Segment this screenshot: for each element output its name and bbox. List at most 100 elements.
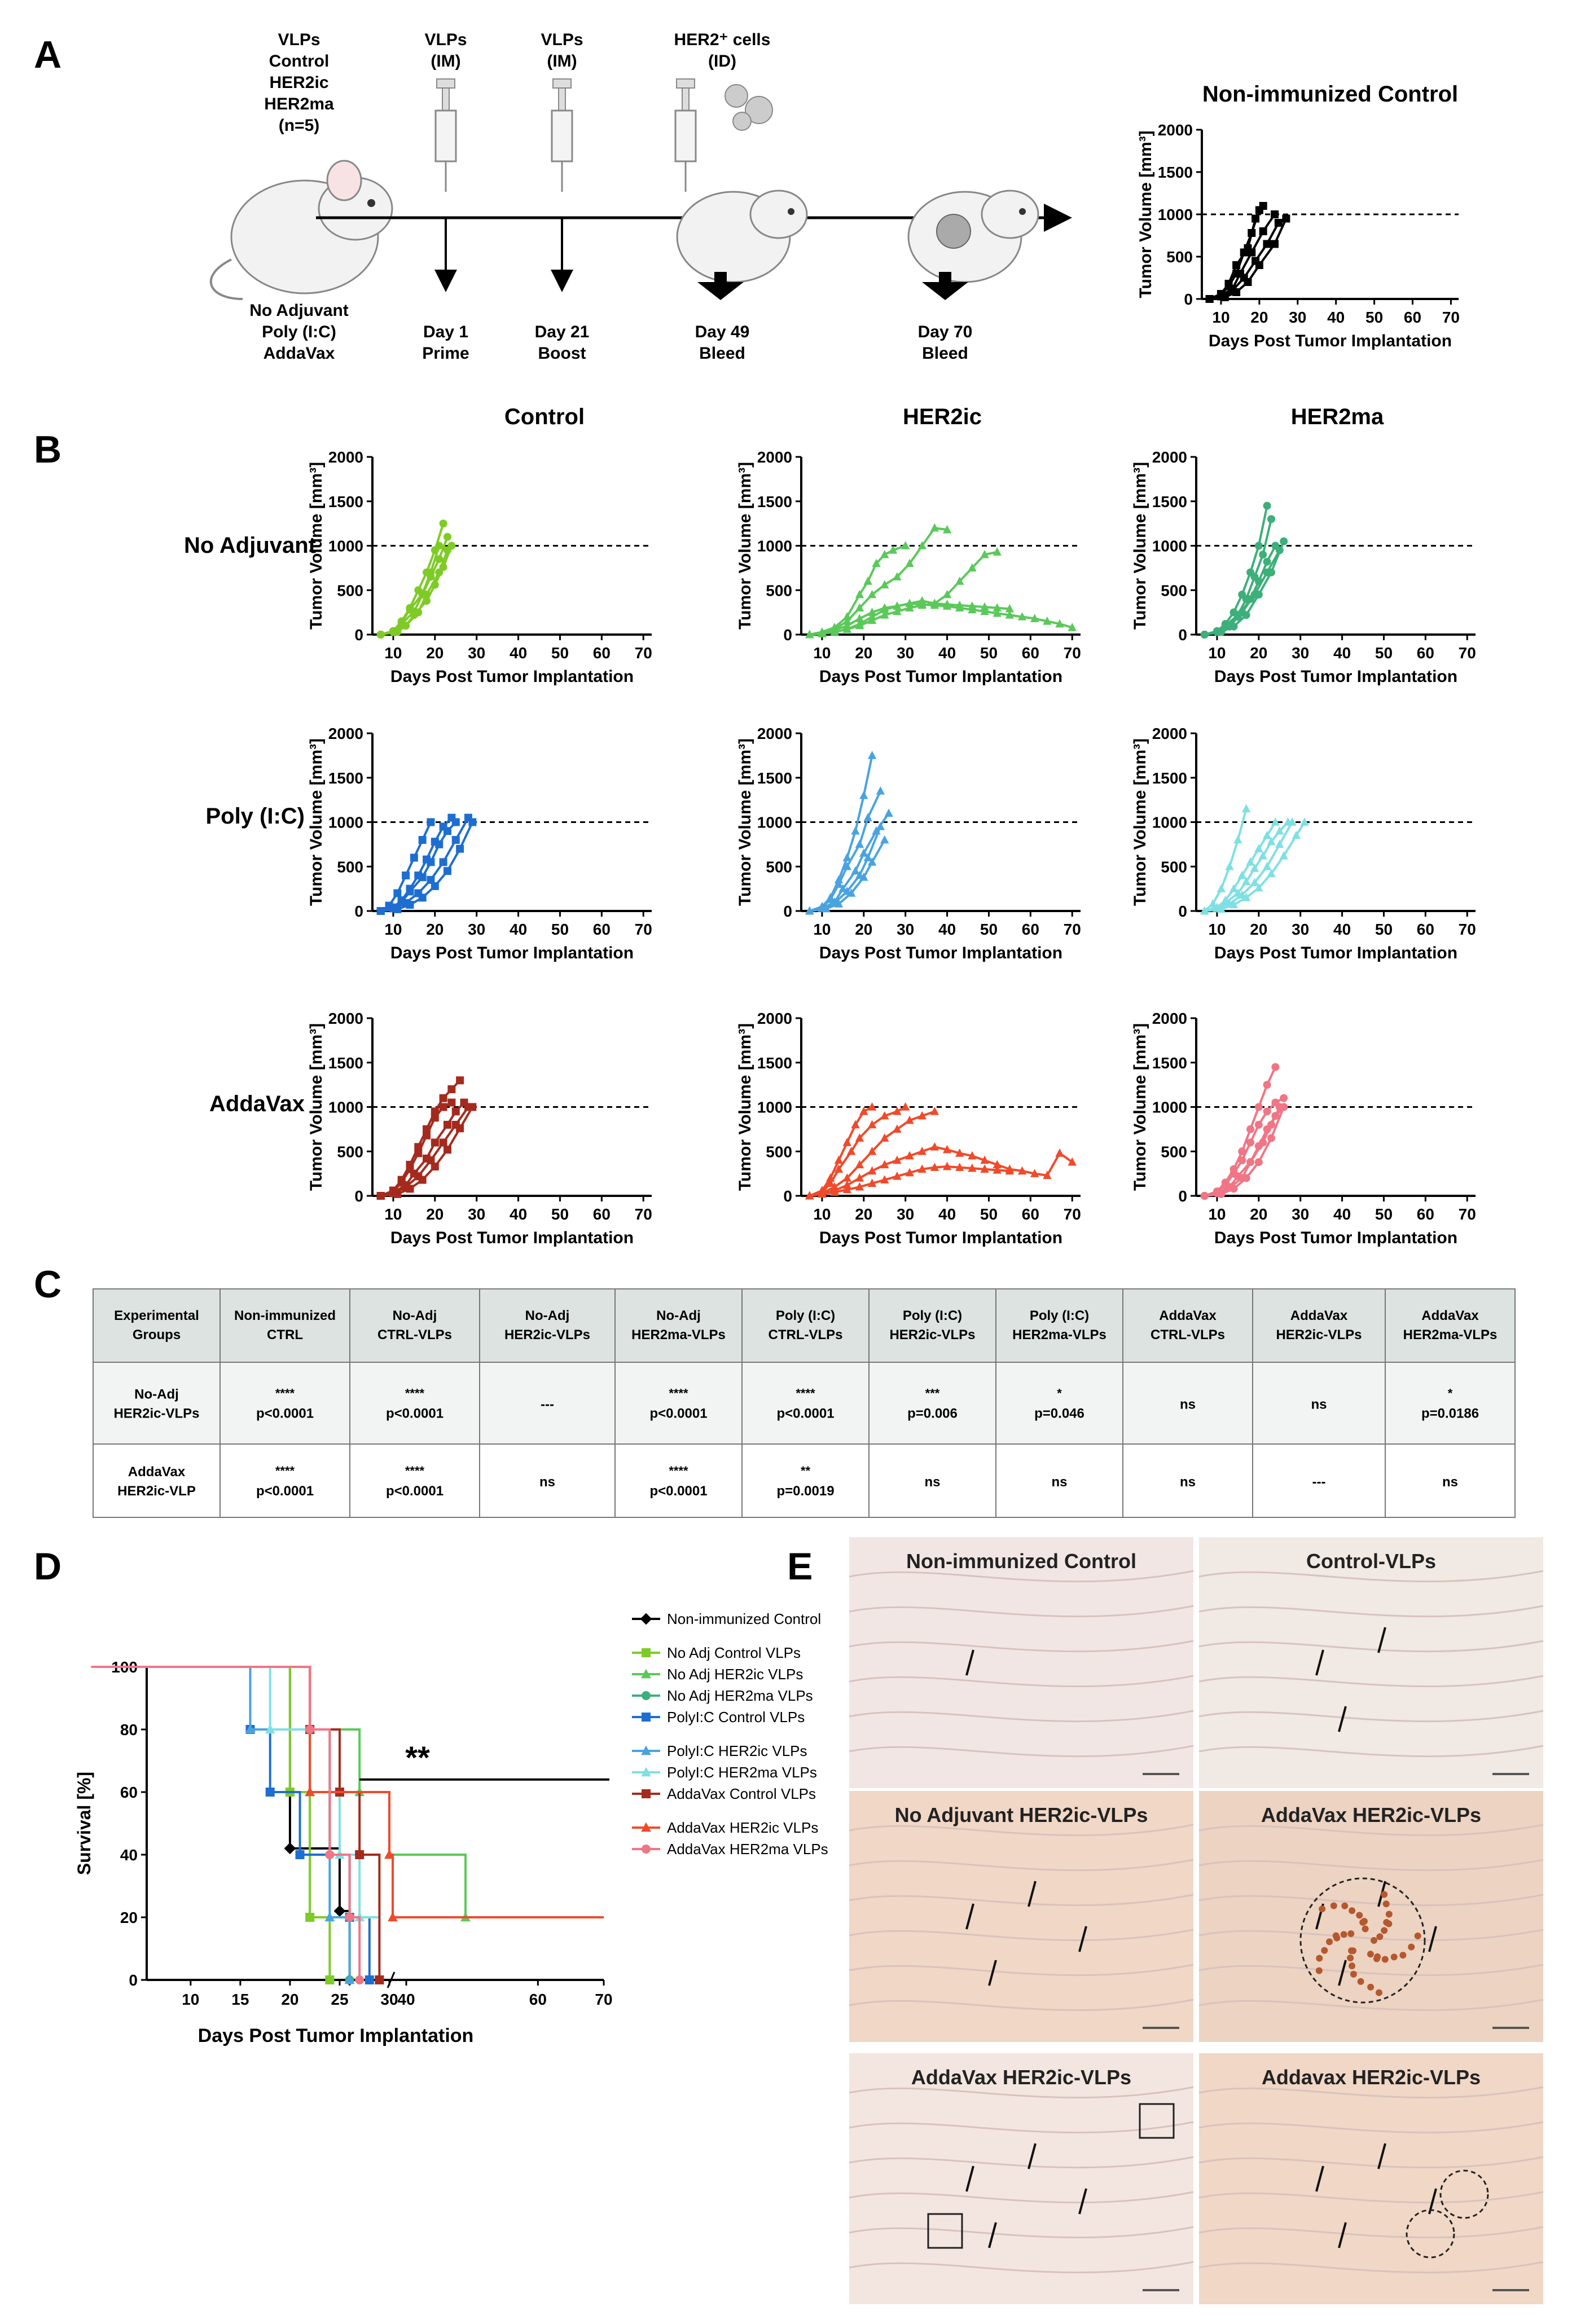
y-axis-label: Survival [%] xyxy=(74,1772,94,1875)
micrograph-title: Control-VLPs xyxy=(1306,1550,1436,1573)
data-point xyxy=(880,1133,889,1142)
data-point xyxy=(917,1146,926,1155)
arrow-icon xyxy=(1377,2143,1386,2169)
survival-point xyxy=(344,1974,355,1984)
tissue-texture xyxy=(849,2086,1194,2099)
data-point xyxy=(834,1164,844,1173)
legend-marker xyxy=(642,1691,651,1700)
table-cell-pvalue: p<0.0001 xyxy=(256,1406,314,1421)
legend-marker xyxy=(642,1648,651,1657)
x-tick-label: 10 xyxy=(1212,309,1230,326)
y-axis-label: Tumor Volume [mm³] xyxy=(736,1023,754,1191)
survival-point xyxy=(325,1850,335,1859)
y-tick-label: 0 xyxy=(1184,290,1193,308)
data-point xyxy=(859,872,868,881)
day-event: Bleed xyxy=(699,344,745,363)
data-point xyxy=(1258,851,1267,860)
data-point xyxy=(1217,1190,1226,1198)
data-point xyxy=(1267,568,1275,576)
data-point xyxy=(456,1076,464,1085)
tissue-texture xyxy=(1198,2121,1544,2134)
stain-spot xyxy=(1382,1900,1390,1908)
micrograph-image xyxy=(1199,1791,1543,2042)
x-tick-label: 10 xyxy=(384,1205,402,1223)
stain-spot xyxy=(1362,1925,1369,1933)
data-point xyxy=(1263,501,1271,510)
chart-title: Non-immunized Control xyxy=(1202,82,1458,107)
data-point xyxy=(834,1155,844,1164)
data-point xyxy=(431,1113,439,1122)
data-point xyxy=(447,1085,456,1093)
x-tick-label: 20 xyxy=(426,644,444,662)
x-tick-label: 60 xyxy=(593,644,611,662)
x-axis-label: Days Post Tumor Implantation xyxy=(390,944,634,962)
data-point xyxy=(880,835,889,844)
data-point xyxy=(1254,883,1263,892)
tissue-texture xyxy=(1198,1570,1544,1583)
table-cell-value: ns xyxy=(539,1474,555,1490)
x-axis-label: Days Post Tumor Implantation xyxy=(819,1229,1062,1247)
table-cell-stars: * xyxy=(1448,1387,1453,1401)
data-point xyxy=(955,1148,964,1157)
syringe-icon xyxy=(674,78,697,192)
y-tick-label: 500 xyxy=(1166,248,1193,266)
y-tick-label: 2000 xyxy=(757,448,792,466)
table-cell-pvalue: p<0.0001 xyxy=(256,1484,314,1499)
legend-marker xyxy=(641,1745,651,1755)
micrograph-tile: AddaVax HER2ic-VLPs xyxy=(1198,1791,1544,2042)
data-point xyxy=(1229,884,1239,892)
data-point xyxy=(893,572,902,580)
x-tick-label: 20 xyxy=(426,921,444,938)
data-point xyxy=(1205,295,1214,303)
table-header-cell: No-Adj xyxy=(393,1308,437,1323)
data-point xyxy=(905,598,914,608)
table-header-cell: CTRL xyxy=(267,1327,303,1343)
data-point xyxy=(1255,206,1263,214)
significance-label: ** xyxy=(405,1740,430,1775)
table-cell-stars: **** xyxy=(275,1387,295,1401)
table-cell-stars: **** xyxy=(796,1387,815,1401)
table-cell-pvalue: p<0.0001 xyxy=(386,1406,444,1421)
data-point xyxy=(1233,835,1242,844)
data-point xyxy=(955,576,964,585)
data-point xyxy=(1242,1174,1250,1182)
table-header-cell: CTRL-VLPs xyxy=(1151,1327,1225,1343)
data-point xyxy=(901,1102,910,1111)
arrow-icon xyxy=(988,1960,997,1986)
survival-point xyxy=(324,1912,335,1922)
x-tick-label: 15 xyxy=(231,1991,249,2008)
x-tick-label: 10 xyxy=(813,921,831,938)
data-point xyxy=(443,532,451,541)
data-point xyxy=(993,547,1002,556)
x-tick-label: 60 xyxy=(593,921,611,938)
arrow-icon xyxy=(965,2165,974,2192)
x-axis-label: Days Post Tumor Implantation xyxy=(1214,1229,1457,1247)
data-point xyxy=(980,1164,989,1173)
stain-spot xyxy=(1383,1919,1390,1926)
data-point xyxy=(435,568,444,576)
data-point xyxy=(427,858,435,866)
survival-point xyxy=(265,1788,275,1797)
y-tick-label: 1500 xyxy=(1152,769,1187,787)
data-point xyxy=(435,555,444,564)
cells-route: (ID) xyxy=(708,52,736,71)
tissue-texture xyxy=(1198,1964,1544,1977)
tissue-texture xyxy=(849,1929,1194,1942)
table-cell-stars: * xyxy=(1057,1387,1062,1401)
x-tick-label: 60 xyxy=(593,1205,611,1223)
survival-curve xyxy=(91,1666,381,1980)
data-point xyxy=(1254,1158,1263,1167)
data-point xyxy=(880,605,889,614)
micrograph-image xyxy=(849,1537,1193,1788)
data-point xyxy=(842,1138,851,1146)
data-point xyxy=(993,608,1002,617)
data-point xyxy=(456,1124,464,1133)
legend-label: AddaVax Control VLPs xyxy=(667,1785,816,1802)
series-line xyxy=(380,821,457,912)
arrow-icon xyxy=(1338,1706,1347,1732)
data-point xyxy=(443,1121,451,1129)
data-point xyxy=(1246,857,1255,866)
x-tick-label: 20 xyxy=(281,1991,298,2008)
x-tick-label: 70 xyxy=(1442,309,1460,326)
tissue-texture xyxy=(1198,1859,1544,1872)
